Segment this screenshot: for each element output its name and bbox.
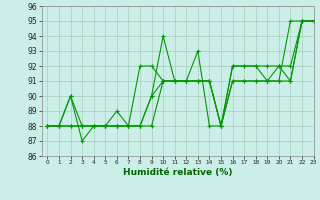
X-axis label: Humidité relative (%): Humidité relative (%) bbox=[123, 168, 232, 177]
